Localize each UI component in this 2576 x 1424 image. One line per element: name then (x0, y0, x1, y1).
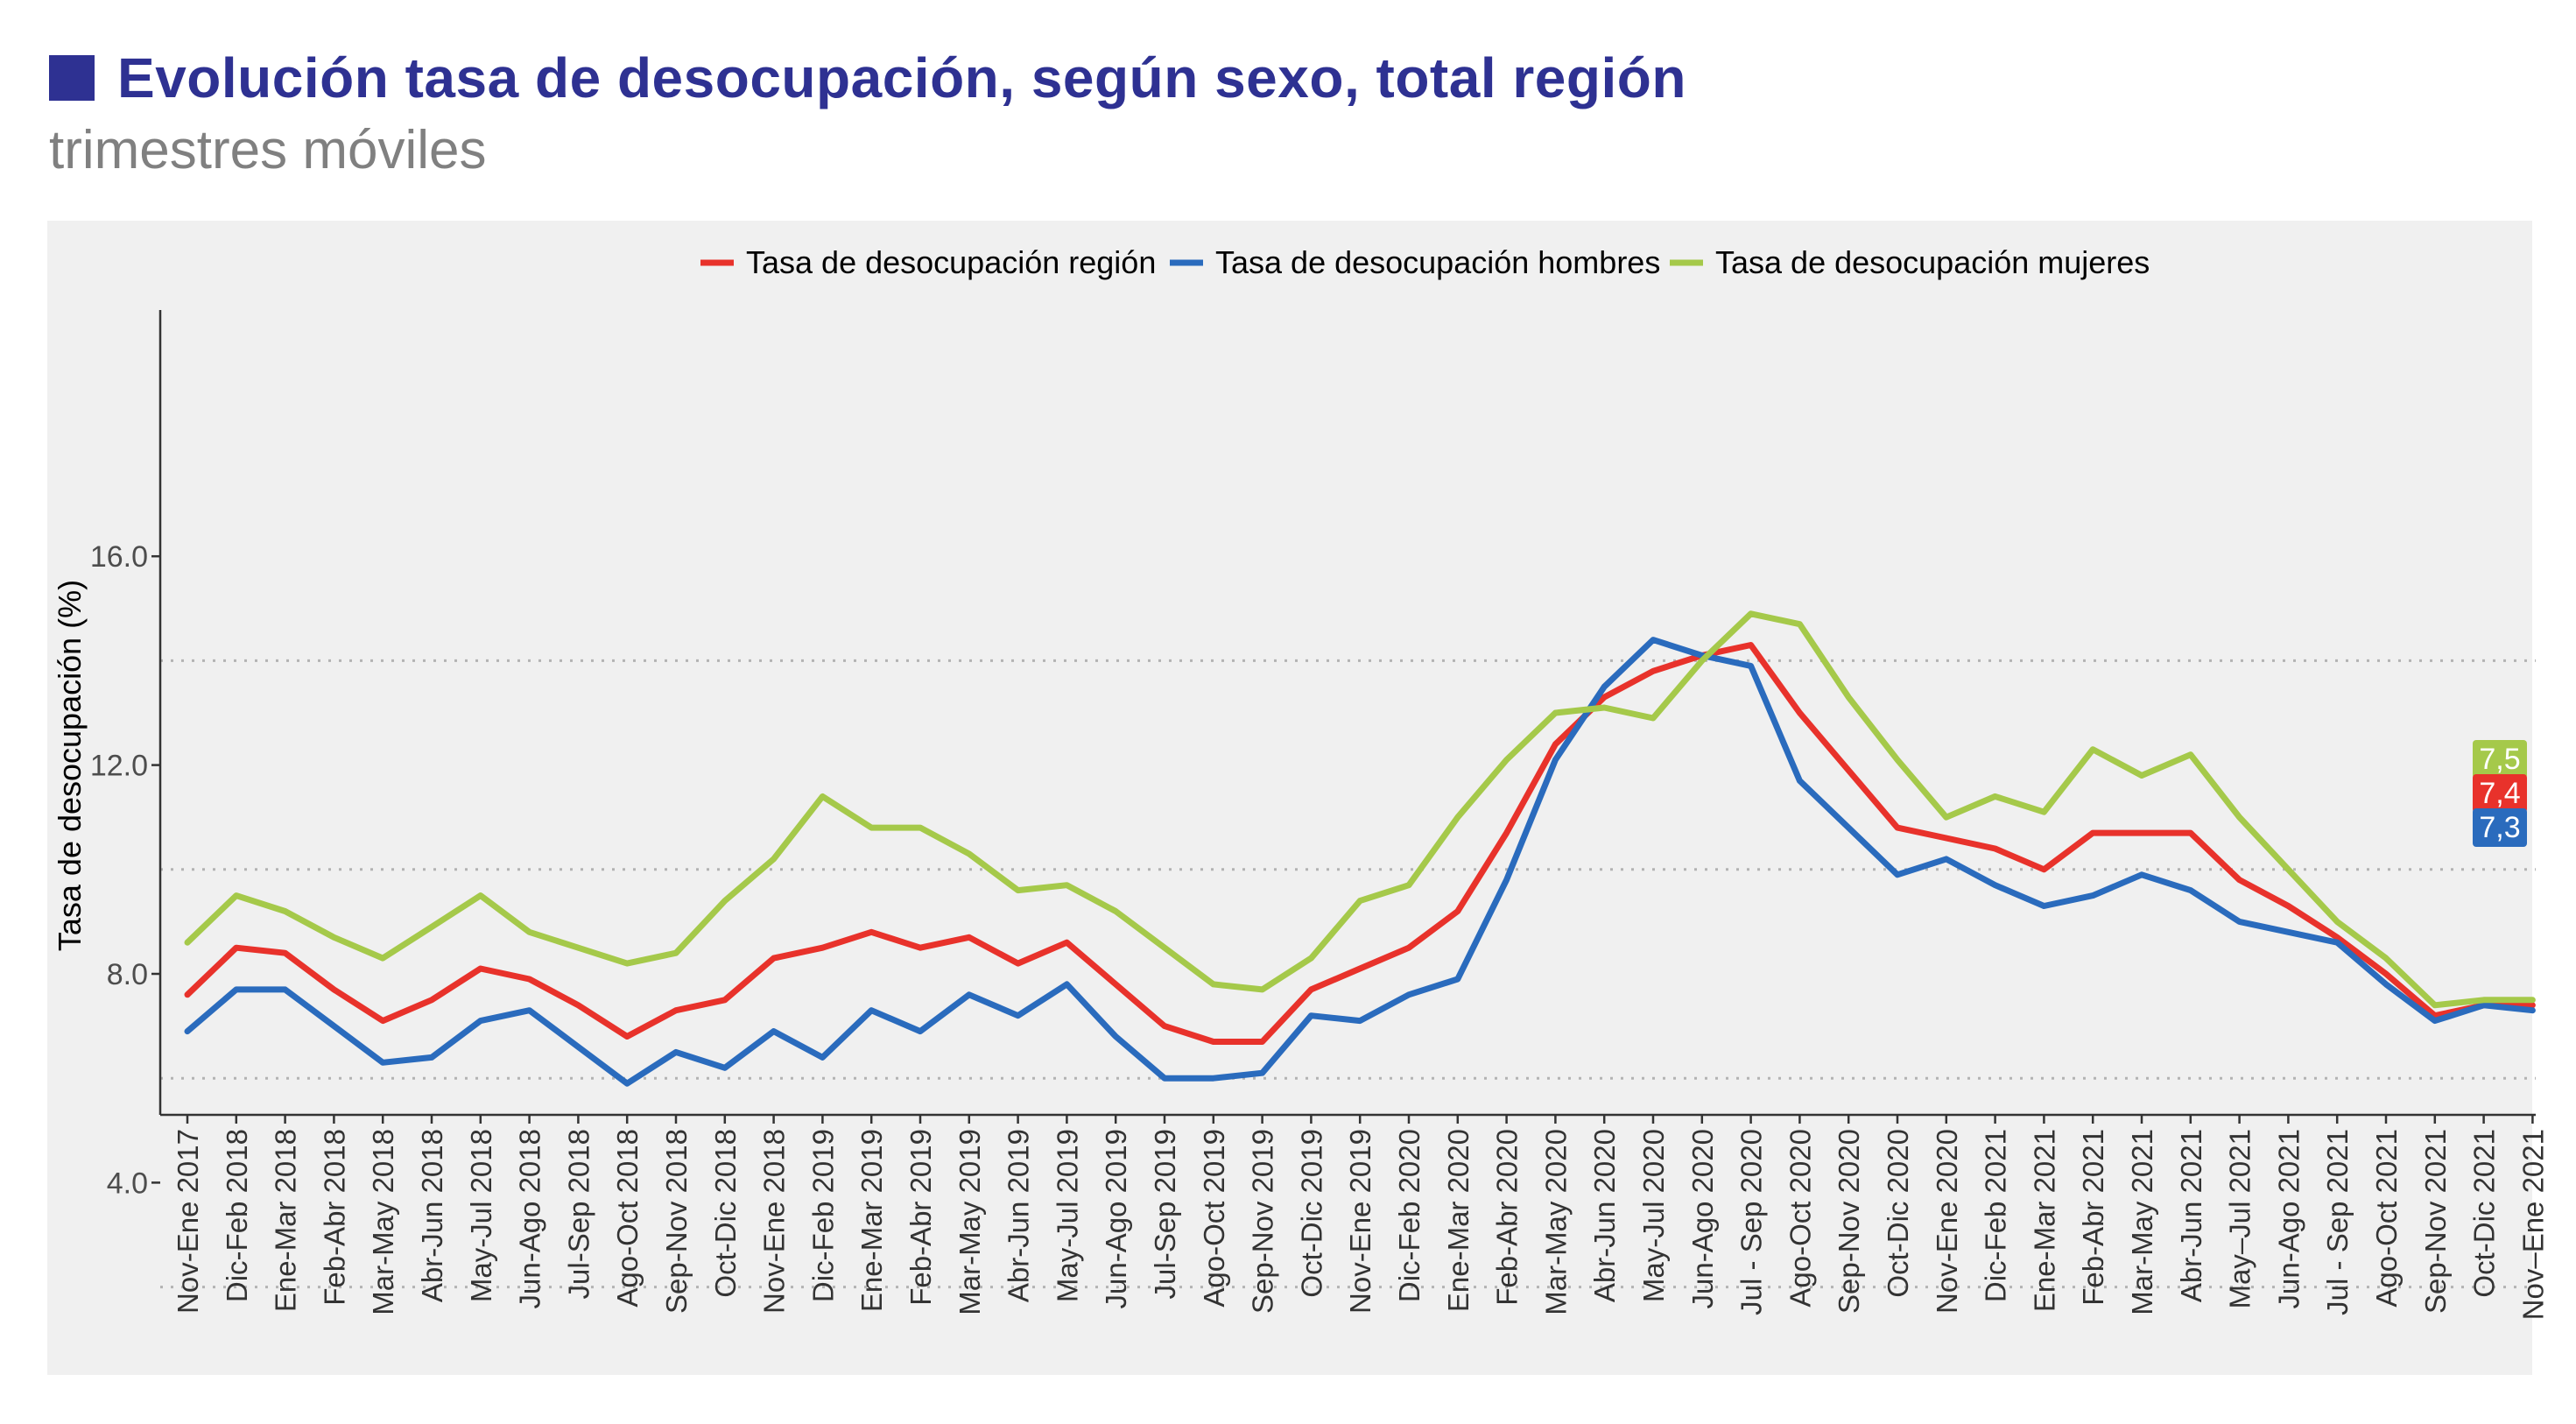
series-lines (184, 610, 2536, 1087)
x-tick-label: Dic-Feb 2018 (221, 1129, 253, 1302)
x-tick-label: Nov-Ene 2019 (1344, 1129, 1376, 1314)
series-line-tasa-de-desocupacion-region (184, 642, 2536, 1045)
x-tick-label: Sep-Nov 2020 (1833, 1129, 1865, 1314)
x-tick-label: Ene-Mar 2020 (1442, 1129, 1475, 1312)
x-tick-label: Abr-Jun 2018 (416, 1129, 448, 1302)
title-square-icon (49, 55, 95, 101)
end-label-value: 7,5 (2479, 743, 2520, 776)
end-label-value: 7,4 (2479, 777, 2520, 810)
chart-title: Evolución tasa de desocupación, según se… (117, 46, 1686, 109)
x-tick-label: Mar-May 2019 (954, 1129, 986, 1315)
x-tick-label: Oct-Dic 2018 (709, 1129, 742, 1298)
axes: 4.0 8.0 12.0 16.0 Nov-Ene 2017 Dic-Feb 2018 En… (90, 310, 2549, 1320)
y-axis-title: Tasa de desocupación (%) (52, 580, 88, 951)
legend-label: Tasa de desocupación mujeres (1715, 244, 2150, 280)
x-tick-label: Feb-Abr 2021 (2077, 1129, 2109, 1306)
x-tick-label: May-Jul 2020 (1637, 1129, 1670, 1302)
x-tick-label: Ene-Mar 2021 (2028, 1129, 2060, 1312)
x-tick-label: Abr-Jun 2020 (1588, 1129, 1621, 1302)
x-tick-label: Mar-May 2020 (1539, 1129, 1572, 1315)
legend-label: Tasa de desocupación hombres (1215, 244, 1660, 280)
x-tick-label: May–Jul 2021 (2224, 1129, 2256, 1308)
legend-label: Tasa de desocupación región (746, 244, 1156, 280)
end-labels: 7,57,47,3 (2473, 740, 2527, 847)
x-tick-label: Ene-Mar 2019 (855, 1129, 888, 1312)
x-tick-label: Dic-Feb 2020 (1393, 1129, 1425, 1302)
x-tick-label: Oct-Dic 2019 (1295, 1129, 1327, 1298)
y-tick-label: 12.0 (90, 750, 148, 783)
series-line-tasa-de-desocupacion-hombres (184, 637, 2536, 1087)
end-label-box (2473, 808, 2527, 847)
x-tick-label: Nov–Ene 2021 (2516, 1129, 2549, 1320)
y-tick-label: 16.0 (90, 540, 148, 574)
grid-lines (160, 659, 2536, 1289)
x-tick-label: Jul-Sep 2019 (1149, 1129, 1181, 1299)
x-tick-label: Jun-Ago 2021 (2272, 1129, 2305, 1309)
chart-subtitle: trimestres móviles (49, 120, 487, 180)
x-tick-label: Ene-Mar 2018 (270, 1129, 302, 1312)
x-tick-label: Sep-Nov 2018 (660, 1129, 693, 1314)
x-tick-label: Dic-Feb 2019 (806, 1129, 839, 1302)
x-tick-label: Ago-Oct 2019 (1198, 1129, 1230, 1308)
x-tick-label: Sep-Nov 2019 (1247, 1129, 1279, 1314)
x-tick-label: May-Jul 2018 (465, 1129, 497, 1302)
x-tick-label: Nov-Ene 2017 (172, 1129, 204, 1314)
x-tick-label: Feb-Abr 2020 (1491, 1129, 1524, 1306)
x-tick-label: Jul-Sep 2018 (562, 1129, 595, 1299)
x-tick-label: Abr-Jun 2019 (1003, 1129, 1035, 1302)
y-tick-label: 4.0 (107, 1167, 148, 1200)
x-tick-label: Ago-Oct 2018 (611, 1129, 644, 1308)
x-tick-label: Feb-Abr 2019 (904, 1129, 937, 1306)
y-tick-label: 8.0 (107, 958, 148, 991)
x-tick-label: Mar-May 2021 (2126, 1129, 2158, 1315)
x-tick-label: Nov-Ene 2018 (758, 1129, 791, 1314)
x-tick-label: Abr-Jun 2021 (2175, 1129, 2207, 1302)
end-label-box (2473, 740, 2527, 779)
x-tick-label: Jul - Sep 2021 (2321, 1129, 2354, 1315)
x-tick-label: Jun-Ago 2018 (514, 1129, 546, 1309)
x-tick-label: Mar-May 2018 (367, 1129, 399, 1315)
x-tick-label: Jul - Sep 2020 (1735, 1129, 1768, 1315)
x-tick-label: Oct-Dic 2020 (1882, 1129, 1914, 1298)
x-tick-label: Nov-Ene 2020 (1931, 1129, 1963, 1314)
x-tick-label: May-Jul 2019 (1051, 1129, 1083, 1302)
end-label-value: 7,3 (2479, 811, 2520, 844)
x-tick-label: Ago-Oct 2021 (2370, 1129, 2403, 1308)
x-tick-label: Dic-Feb 2021 (1980, 1129, 2012, 1302)
series-line-tasa-de-desocupacion-mujeres (184, 610, 2536, 1009)
x-tick-label: Oct-Dic 2021 (2468, 1129, 2501, 1298)
title-row: Evolución tasa de desocupación, según se… (49, 39, 1686, 117)
x-tick-label: Sep-Nov 2021 (2419, 1129, 2452, 1314)
legend: Tasa de desocupación región Tasa de desoc… (700, 244, 2150, 280)
x-tick-label: Ago-Oct 2020 (1784, 1129, 1816, 1308)
x-tick-label: Jun-Ago 2019 (1100, 1129, 1132, 1309)
chart-panel (47, 221, 2532, 1375)
x-tick-label: Jun-Ago 2020 (1686, 1129, 1719, 1309)
x-tick-label: Feb-Abr 2018 (318, 1129, 350, 1306)
end-label-box (2473, 774, 2527, 813)
